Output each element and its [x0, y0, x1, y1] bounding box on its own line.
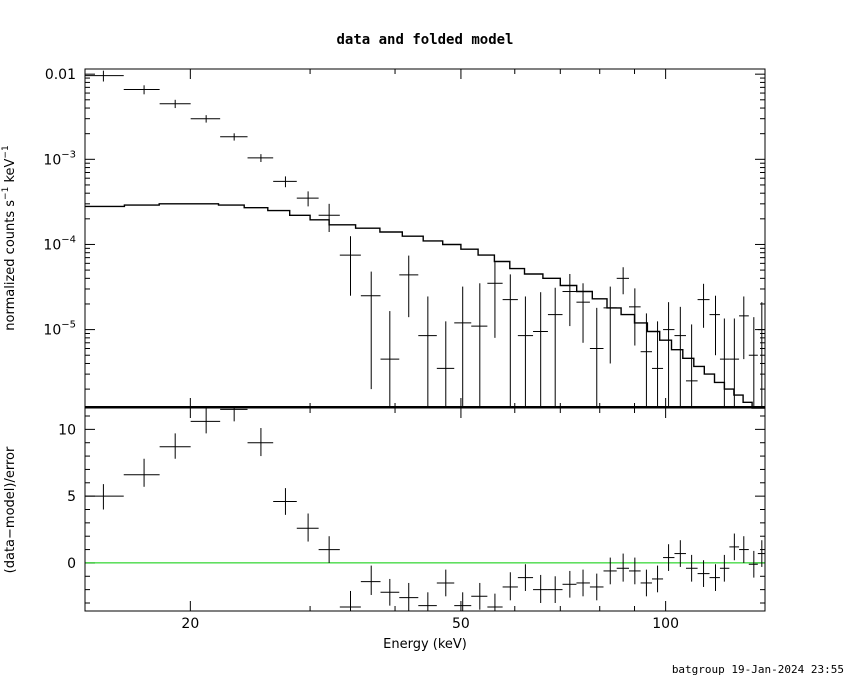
tick-exponent: −4: [61, 234, 76, 245]
tick-mantissa: 10: [43, 152, 61, 168]
x-tick-label: 50: [452, 616, 470, 632]
bottom-tick-labels: 0 5 10 20 50 100: [58, 422, 679, 632]
top-y-tick-label: 10−3: [43, 149, 76, 168]
tick-exponent: −5: [61, 320, 76, 331]
top-data-points: [85, 70, 765, 408]
x-axis-label: Energy (keV): [383, 637, 467, 652]
top-frame: [84, 68, 766, 409]
bottom-y-tick-label: 0: [67, 556, 76, 572]
folded-model: [85, 203, 765, 409]
x-tick-label: 100: [652, 616, 679, 632]
bottom-y-tick-label: 10: [58, 422, 76, 438]
top-ticks: [85, 69, 765, 408]
residual-points: [85, 408, 765, 611]
y-axis-label-top: normalized counts s−1 keV−1: [1, 145, 18, 330]
top-y-tick-label: 0.01: [45, 67, 76, 83]
bottom-ticks: [85, 408, 765, 611]
top-y-tick-label: 10−4: [43, 234, 76, 253]
bottom-frame: [84, 407, 766, 612]
tick-exponent: −3: [61, 149, 76, 160]
bottom-panel: 0 5 10 20 50 100: [58, 407, 766, 632]
model-step-line: [85, 203, 765, 409]
footer-stamp: batgroup 19-Jan-2024 23:55: [671, 663, 844, 676]
bottom-y-tick-label: 5: [67, 489, 76, 505]
chart-title: data and folded model: [336, 32, 513, 48]
y-axis-label-bottom: (data−model)/error: [3, 446, 18, 573]
tick-mantissa: 10: [43, 237, 61, 253]
tick-mantissa: 10: [43, 323, 61, 339]
x-tick-label: 20: [181, 616, 199, 632]
top-y-tick-label: 10−5: [43, 320, 76, 339]
